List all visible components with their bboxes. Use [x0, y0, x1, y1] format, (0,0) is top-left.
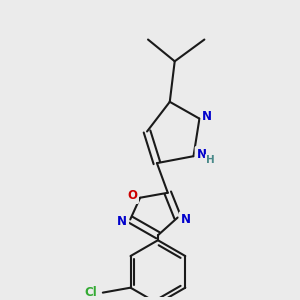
Text: O: O [127, 189, 137, 202]
Text: Cl: Cl [85, 286, 97, 299]
Text: N: N [181, 213, 190, 226]
Text: N: N [117, 215, 127, 228]
Text: H: H [206, 155, 215, 165]
Text: N: N [196, 148, 206, 161]
Text: N: N [202, 110, 212, 123]
